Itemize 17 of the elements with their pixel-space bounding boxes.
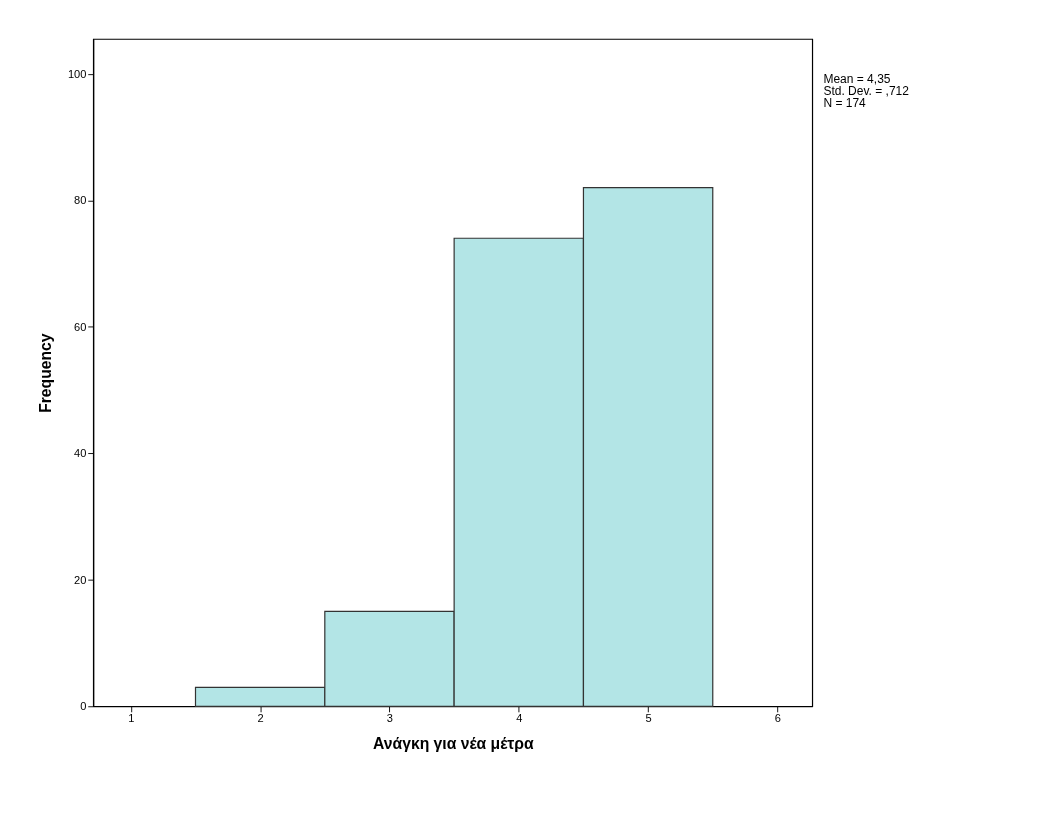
y-tick-label: 20 <box>74 573 87 586</box>
text: Mean = 4,35 <box>823 72 891 87</box>
x-tick-label: 4 <box>516 712 523 725</box>
x-tick-label: 6 <box>774 712 781 725</box>
x-tick-label: 1 <box>128 712 135 725</box>
y-axis-title: Frequency <box>37 333 55 413</box>
x-tick-label: 3 <box>386 712 394 725</box>
text: N = 174 <box>823 96 867 111</box>
x-axis-title: Ανάγκη για νέα μέτρα <box>373 735 534 753</box>
y-tick-label: 40 <box>74 447 87 460</box>
text: Std. Dev. = ,712 <box>823 84 910 99</box>
y-tick-label: 100 <box>67 67 87 80</box>
y-tick-label: 80 <box>74 194 87 207</box>
y-tick-label: 0 <box>80 700 87 713</box>
x-tick-label: 5 <box>645 712 652 725</box>
x-tick-label: 2 <box>257 712 264 725</box>
y-tick-label: 60 <box>74 320 87 333</box>
